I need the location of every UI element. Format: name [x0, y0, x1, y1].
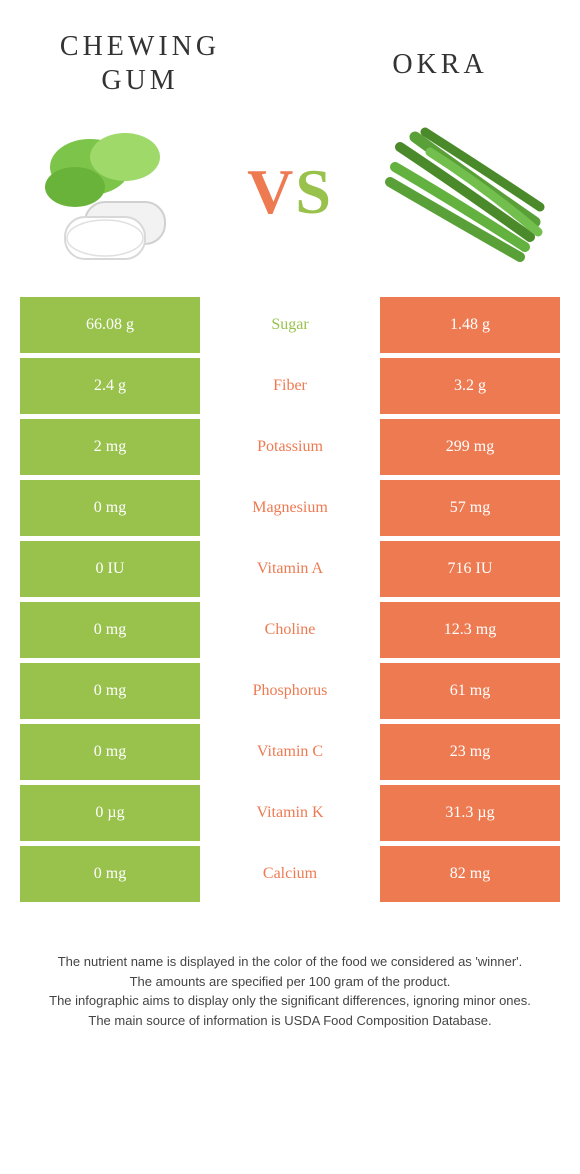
value-left: 0 IU — [20, 541, 200, 597]
nutrient-name: Vitamin A — [200, 541, 380, 597]
title-left: Chewing gum — [40, 30, 240, 97]
vs-s: S — [295, 156, 333, 227]
value-right: 3.2 g — [380, 358, 560, 414]
footer-line-2: The amounts are specified per 100 gram o… — [30, 972, 550, 992]
chewing-gum-image — [30, 117, 210, 267]
header: Chewing gum Okra — [0, 0, 580, 107]
nutrient-row: 0 mgCholine12.3 mg — [20, 602, 560, 658]
vs-v: V — [247, 156, 295, 227]
value-left: 2 mg — [20, 419, 200, 475]
nutrient-name: Fiber — [200, 358, 380, 414]
value-right: 61 mg — [380, 663, 560, 719]
nutrient-row: 0 µgVitamin K31.3 µg — [20, 785, 560, 841]
value-right: 12.3 mg — [380, 602, 560, 658]
nutrient-row: 0 IUVitamin A716 IU — [20, 541, 560, 597]
value-left: 2.4 g — [20, 358, 200, 414]
nutrient-table: 66.08 gSugar1.48 g2.4 gFiber3.2 g2 mgPot… — [20, 297, 560, 902]
value-left: 0 mg — [20, 724, 200, 780]
nutrient-name: Phosphorus — [200, 663, 380, 719]
nutrient-name: Potassium — [200, 419, 380, 475]
value-right: 716 IU — [380, 541, 560, 597]
footer-line-3: The infographic aims to display only the… — [30, 991, 550, 1011]
nutrient-name: Calcium — [200, 846, 380, 902]
nutrient-row: 0 mgPhosphorus61 mg — [20, 663, 560, 719]
value-left: 66.08 g — [20, 297, 200, 353]
nutrient-row: 0 mgVitamin C23 mg — [20, 724, 560, 780]
nutrient-name: Choline — [200, 602, 380, 658]
nutrient-name: Vitamin K — [200, 785, 380, 841]
vs-label: VS — [247, 155, 333, 229]
footer-notes: The nutrient name is displayed in the co… — [30, 952, 550, 1030]
nutrient-row: 2.4 gFiber3.2 g — [20, 358, 560, 414]
value-left: 0 mg — [20, 602, 200, 658]
footer-line-1: The nutrient name is displayed in the co… — [30, 952, 550, 972]
nutrient-name: Magnesium — [200, 480, 380, 536]
value-right: 1.48 g — [380, 297, 560, 353]
value-left: 0 mg — [20, 663, 200, 719]
value-left: 0 µg — [20, 785, 200, 841]
nutrient-row: 0 mgMagnesium57 mg — [20, 480, 560, 536]
value-left: 0 mg — [20, 846, 200, 902]
value-right: 57 mg — [380, 480, 560, 536]
value-left: 0 mg — [20, 480, 200, 536]
value-right: 82 mg — [380, 846, 560, 902]
nutrient-name: Vitamin C — [200, 724, 380, 780]
value-right: 299 mg — [380, 419, 560, 475]
images-row: VS — [0, 107, 580, 297]
nutrient-row: 0 mgCalcium82 mg — [20, 846, 560, 902]
nutrient-row: 2 mgPotassium299 mg — [20, 419, 560, 475]
nutrient-row: 66.08 gSugar1.48 g — [20, 297, 560, 353]
okra-image — [370, 117, 550, 267]
title-right: Okra — [340, 48, 540, 82]
nutrient-name: Sugar — [200, 297, 380, 353]
value-right: 31.3 µg — [380, 785, 560, 841]
value-right: 23 mg — [380, 724, 560, 780]
footer-line-4: The main source of information is USDA F… — [30, 1011, 550, 1031]
